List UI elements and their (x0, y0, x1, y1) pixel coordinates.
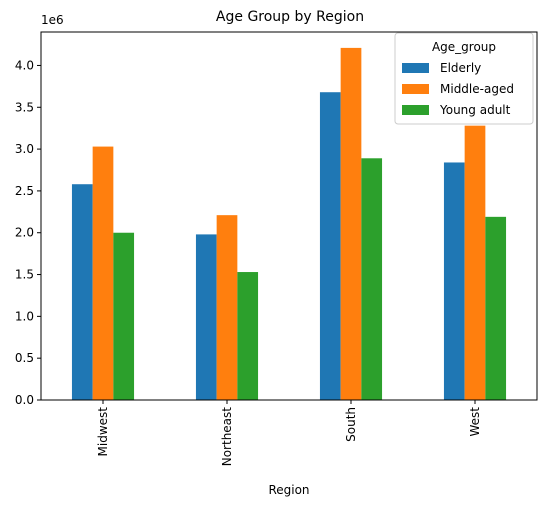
bar-young-adult-south (361, 158, 383, 400)
bar-middle-aged-west (464, 125, 486, 401)
chart-title: Age Group by Region (216, 9, 364, 25)
y-tick-label: 2.0 (15, 226, 34, 240)
x-tick-label-south: South (344, 407, 358, 442)
bar-elderly-midwest (71, 184, 93, 400)
plot-frame (40, 31, 538, 401)
legend-swatch-elderly (402, 63, 429, 73)
y-tick-label: 0.0 (15, 393, 34, 407)
legend-title: Age_group (432, 40, 496, 54)
bar-young-adult-northeast (237, 272, 259, 400)
x-tick-label-midwest: Midwest (96, 407, 110, 457)
y-tick-label: 0.5 (15, 351, 34, 365)
y-offset-label: 1e6 (41, 13, 64, 27)
bar-elderly-south (319, 92, 341, 400)
legend-box (394, 32, 534, 125)
bar-middle-aged-northeast (216, 215, 238, 400)
y-tick-label: 1.0 (15, 309, 34, 323)
bar-middle-aged-south (340, 47, 362, 400)
bar-young-adult-midwest (113, 232, 135, 400)
y-tick-label: 3.5 (15, 100, 34, 114)
bar-middle-aged-midwest (92, 146, 114, 400)
y-tick-label: 4.0 (15, 58, 34, 72)
legend: Age_group Elderly Middle-aged Young adult (394, 32, 534, 125)
bar-elderly-northeast (195, 234, 217, 400)
y-tick-label: 1.5 (15, 268, 34, 282)
y-tick-label: 2.5 (15, 184, 34, 198)
y-tick-label: 3.0 (15, 142, 34, 156)
bar-elderly-west (443, 162, 465, 400)
legend-label-elderly: Elderly (440, 61, 481, 75)
legend-label-young-adult: Young adult (439, 103, 511, 117)
x-tick-label-northeast: Northeast (220, 407, 234, 467)
bar-young-adult-west (485, 216, 507, 400)
legend-swatch-young-adult (402, 105, 429, 115)
x-tick-label-west: West (468, 407, 482, 437)
legend-swatch-middle-aged (402, 84, 429, 94)
x-axis-title: Region (268, 483, 309, 497)
legend-label-middle-aged: Middle-aged (440, 82, 514, 96)
